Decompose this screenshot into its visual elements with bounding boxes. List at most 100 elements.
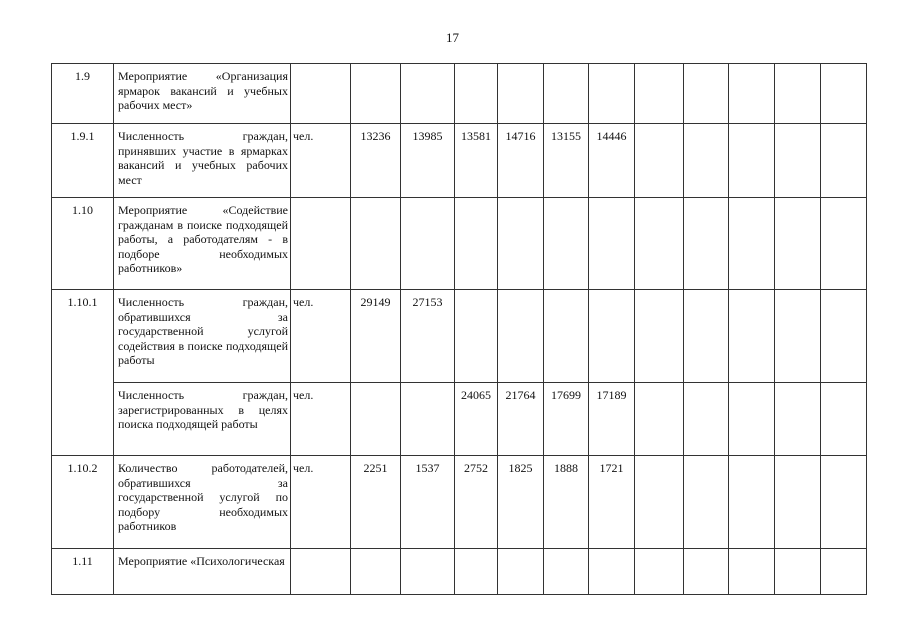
value-cell xyxy=(400,382,455,456)
value-cell xyxy=(820,548,867,595)
table-row: 1.9 Мероприятие «Организация ярмарок вака… xyxy=(51,63,867,124)
value-cell xyxy=(820,197,867,290)
value-cell xyxy=(728,455,775,549)
value-cell xyxy=(350,382,401,456)
row-unit: чел. xyxy=(290,289,351,383)
value-cell: 13985 xyxy=(400,123,455,198)
value-cell xyxy=(683,382,729,456)
value-cell xyxy=(588,197,635,290)
value-cell: 17189 xyxy=(588,382,635,456)
row-unit xyxy=(290,548,351,595)
value-cell: 13236 xyxy=(350,123,401,198)
value-cell xyxy=(683,197,729,290)
row-code: 1.10.2 xyxy=(51,455,114,549)
value-cell xyxy=(543,548,589,595)
value-cell: 17699 xyxy=(543,382,589,456)
value-cell xyxy=(454,63,498,124)
value-cell xyxy=(454,289,498,383)
value-cell xyxy=(728,63,775,124)
value-cell xyxy=(634,63,684,124)
value-cell xyxy=(774,197,821,290)
value-cell xyxy=(588,548,635,595)
row-description: Численность граждан, обратившихся за гос… xyxy=(113,289,291,383)
row-description: Мероприятие «Психологическая xyxy=(113,548,291,595)
value-cell xyxy=(497,63,544,124)
value-cell xyxy=(350,63,401,124)
row-code: 1.9 xyxy=(51,63,114,124)
value-cell xyxy=(728,548,775,595)
indicators-table: 1.9 Мероприятие «Организация ярмарок вака… xyxy=(51,63,867,595)
value-cell xyxy=(683,548,729,595)
value-cell: 1721 xyxy=(588,455,635,549)
value-cell xyxy=(683,63,729,124)
value-cell xyxy=(497,548,544,595)
value-cell: 27153 xyxy=(400,289,455,383)
table-row: 1.10 Мероприятие «Содействие гражданам в … xyxy=(51,197,867,290)
row-unit: чел. xyxy=(290,382,351,456)
value-cell xyxy=(350,197,401,290)
value-cell xyxy=(683,123,729,198)
value-cell xyxy=(588,63,635,124)
value-cell xyxy=(497,289,544,383)
value-cell: 13581 xyxy=(454,123,498,198)
value-cell xyxy=(497,197,544,290)
value-cell xyxy=(588,289,635,383)
value-cell xyxy=(400,63,455,124)
value-cell xyxy=(350,548,401,595)
value-cell xyxy=(543,289,589,383)
value-cell xyxy=(774,289,821,383)
value-cell xyxy=(820,123,867,198)
row-description: Численность граждан, зарегистрированных … xyxy=(113,382,291,456)
table-row: 1.10.1 Численность граждан, обратившихся … xyxy=(51,289,867,456)
row-unit: чел. xyxy=(290,455,351,549)
value-cell xyxy=(543,63,589,124)
value-cell xyxy=(634,382,684,456)
value-cell xyxy=(774,455,821,549)
row-code: 1.10 xyxy=(51,197,114,290)
value-cell xyxy=(728,123,775,198)
value-cell xyxy=(400,197,455,290)
table-row: Численность граждан, зарегистрированных … xyxy=(52,382,867,456)
value-cell: 1888 xyxy=(543,455,589,549)
value-cell: 14716 xyxy=(497,123,544,198)
value-cell: 2251 xyxy=(350,455,401,549)
row-description: Численность граждан, принявших участие в… xyxy=(113,123,291,198)
value-cell xyxy=(683,455,729,549)
value-cell xyxy=(728,382,775,456)
value-cell: 13155 xyxy=(543,123,589,198)
value-cell: 14446 xyxy=(588,123,635,198)
value-cell: 29149 xyxy=(350,289,401,383)
value-cell xyxy=(820,289,867,383)
value-cell xyxy=(774,123,821,198)
value-cell xyxy=(400,548,455,595)
value-cell xyxy=(683,289,729,383)
row-code: 1.9.1 xyxy=(51,123,114,198)
value-cell xyxy=(543,197,589,290)
page-number: 17 xyxy=(446,30,459,45)
row-code: 1.10.1 xyxy=(51,289,114,456)
value-cell xyxy=(774,63,821,124)
value-cell xyxy=(634,123,684,198)
value-cell xyxy=(634,548,684,595)
value-cell xyxy=(728,197,775,290)
value-cell: 1825 xyxy=(497,455,544,549)
value-cell xyxy=(820,382,867,456)
value-cell: 21764 xyxy=(497,382,544,456)
table-row: 1.10.2 Количество работодателей, обративш… xyxy=(51,455,867,549)
table-row: 1.11 Мероприятие «Психологическая xyxy=(51,548,867,595)
table-row: 1.9.1 Численность граждан, принявших учас… xyxy=(51,123,867,198)
value-cell xyxy=(820,455,867,549)
row-description: Мероприятие «Организация ярмарок ваканси… xyxy=(113,63,291,124)
value-cell xyxy=(728,289,775,383)
value-cell xyxy=(634,197,684,290)
value-cell: 24065 xyxy=(454,382,498,456)
value-cell xyxy=(774,382,821,456)
row-description: Мероприятие «Содействие гражданам в поис… xyxy=(113,197,291,290)
value-cell: 2752 xyxy=(454,455,498,549)
value-cell xyxy=(454,197,498,290)
row-unit xyxy=(290,63,351,124)
row-unit xyxy=(290,197,351,290)
row-unit: чел. xyxy=(290,123,351,198)
value-cell xyxy=(820,63,867,124)
value-cell xyxy=(634,455,684,549)
